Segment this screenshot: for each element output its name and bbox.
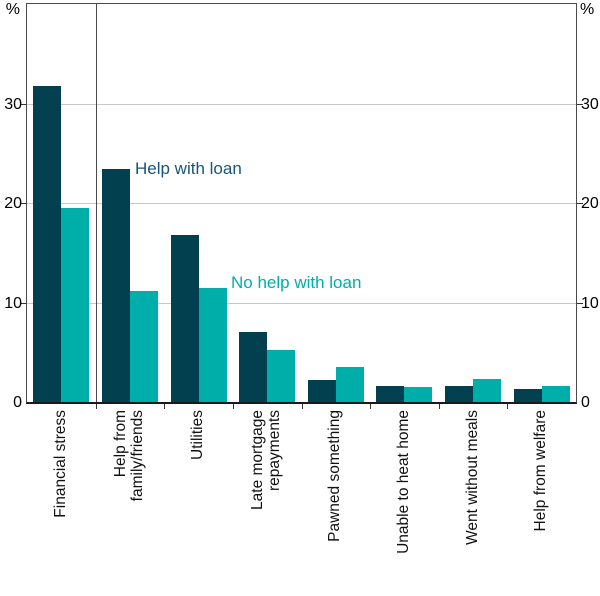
y-label-left-0: 0 <box>13 394 22 411</box>
y-label-right-30: 30 <box>581 95 599 113</box>
bar-financial-stress-no-help-with-loan <box>61 207 90 402</box>
bar-pawned-something-no-help-with-loan <box>335 367 364 402</box>
series-label-no-help-with-loan: No help with loan <box>231 273 362 292</box>
x-tick-3 <box>232 404 234 409</box>
bar-unable-to-heat-home-help-with-loan <box>376 386 405 402</box>
bar-late-mortgage-repayments-no-help-with-loan <box>267 350 296 402</box>
y-label-right-0: 0 <box>581 394 590 411</box>
bar-pawned-something-help-with-loan <box>307 380 336 402</box>
category-label-text: Help from family/friends <box>111 410 146 502</box>
y-tick-right-20 <box>577 203 583 204</box>
gridline-10 <box>27 302 576 304</box>
y-axis-unit-right: % <box>580 1 595 18</box>
x-tick-2 <box>164 404 166 409</box>
category-label-text: Late mortgage repayments <box>249 410 284 510</box>
y-axis-unit-left: % <box>5 1 20 18</box>
bar-help-from-welfare-no-help-with-loan <box>541 386 570 402</box>
category-label-text: Went without meals <box>463 410 481 545</box>
bar-went-without-meals-no-help-with-loan <box>473 379 502 402</box>
series-label-help-with-loan: Help with loan <box>135 159 242 178</box>
y-tick-left-20 <box>20 203 26 204</box>
bar-late-mortgage-repayments-help-with-loan <box>239 332 268 402</box>
y-tick-left-10 <box>20 302 26 304</box>
bar-utilities-no-help-with-loan <box>198 287 227 402</box>
y-label-left-30: 30 <box>4 95 22 113</box>
x-tick-5 <box>370 404 372 409</box>
x-tick-7 <box>507 404 509 409</box>
y-tick-right-30 <box>577 103 583 105</box>
bar-help-from-family-friends-help-with-loan <box>101 169 130 402</box>
gridline-30 <box>27 103 576 105</box>
bar-financial-stress-help-with-loan <box>33 85 62 402</box>
x-tick-6 <box>438 404 440 409</box>
category-separator <box>95 4 97 402</box>
category-label-text: Utilities <box>189 410 207 460</box>
category-label-text: Unable to heat home <box>394 410 412 554</box>
y-label-left-20: 20 <box>4 195 22 212</box>
x-tick-4 <box>301 404 303 409</box>
y-tick-right-10 <box>577 302 583 304</box>
gridline-20 <box>27 203 576 204</box>
bar-help-from-welfare-help-with-loan <box>513 389 542 402</box>
y-tick-left-30 <box>20 103 26 105</box>
y-label-right-10: 10 <box>581 294 599 312</box>
category-label-text: Help from welfare <box>532 410 550 532</box>
plot-area <box>20 3 583 409</box>
x-tick-1 <box>95 404 97 409</box>
y-label-left-10: 10 <box>4 294 22 312</box>
bar-utilities-help-with-loan <box>170 234 199 402</box>
bar-went-without-meals-help-with-loan <box>445 386 474 402</box>
bar-unable-to-heat-home-no-help-with-loan <box>404 387 433 402</box>
category-label-text: Financial stress <box>51 410 69 518</box>
category-label-text: Pawned something <box>326 410 344 542</box>
bar-help-from-family-friends-no-help-with-loan <box>129 290 158 402</box>
y-label-right-20: 20 <box>581 195 599 212</box>
